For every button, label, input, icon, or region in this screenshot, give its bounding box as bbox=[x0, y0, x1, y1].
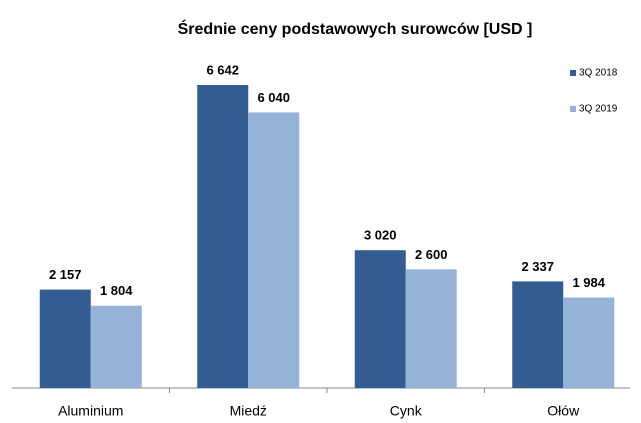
data-label: 2 600 bbox=[415, 247, 448, 262]
bar bbox=[90, 305, 142, 388]
bar bbox=[197, 85, 249, 388]
x-tick-label: Ołów bbox=[547, 403, 580, 419]
legend-label: 3Q 2018 bbox=[579, 68, 618, 79]
data-label: 6 642 bbox=[206, 62, 239, 77]
data-label: 2 157 bbox=[49, 267, 82, 282]
bar bbox=[512, 281, 564, 388]
legend-swatch bbox=[570, 70, 576, 76]
bar bbox=[248, 112, 300, 388]
legend-swatch bbox=[570, 106, 576, 112]
x-tick-label: Cynk bbox=[390, 403, 423, 419]
bar bbox=[39, 289, 91, 388]
data-label: 3 020 bbox=[364, 228, 397, 243]
bar bbox=[354, 250, 406, 388]
x-tick-label: Miedź bbox=[230, 403, 267, 419]
data-label: 1 984 bbox=[572, 275, 605, 290]
bar bbox=[405, 269, 457, 388]
x-tick-label: Aluminium bbox=[58, 403, 123, 419]
data-label: 1 804 bbox=[100, 283, 133, 298]
legend-label: 3Q 2019 bbox=[579, 104, 618, 115]
data-label: 6 040 bbox=[257, 90, 290, 105]
bar bbox=[563, 297, 615, 388]
data-label: 2 337 bbox=[521, 259, 554, 274]
chart-title: Średnie ceny podstawowych surowców [USD … bbox=[178, 19, 533, 38]
